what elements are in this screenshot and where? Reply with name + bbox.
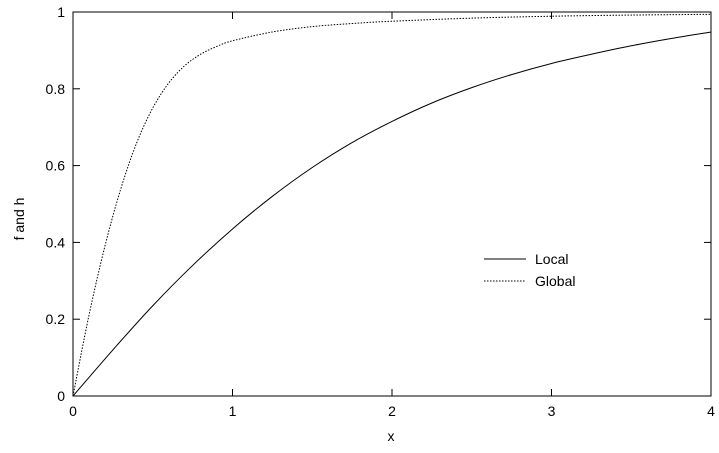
legend: Local Global <box>484 251 575 289</box>
legend-label-local: Local <box>535 251 568 267</box>
x-axis-label: x <box>388 428 395 444</box>
y-axis-label: f and h <box>11 198 27 241</box>
legend-label-global: Global <box>535 273 575 289</box>
x-tick-label: 4 <box>707 403 715 419</box>
series-layer <box>72 13 712 397</box>
y-tick-label: 0.2 <box>46 311 66 327</box>
series-line-global <box>72 13 712 397</box>
y-tick-label: 0.6 <box>46 158 66 174</box>
plot-frame <box>72 11 712 397</box>
x-tick-label: 0 <box>69 403 77 419</box>
y-tick-label: 1 <box>57 4 65 20</box>
y-tick-label: 0 <box>57 388 65 404</box>
x-tick-label: 2 <box>388 403 396 419</box>
y-tick-label: 0.4 <box>46 234 66 250</box>
x-tick-label: 3 <box>548 403 556 419</box>
axes-layer: 0 1 2 3 4 0 0.2 0.4 0.6 0.8 1 <box>46 4 716 419</box>
x-tick-label: 1 <box>229 403 237 419</box>
y-tick-label: 0.8 <box>46 81 66 97</box>
series-line-local <box>72 31 712 397</box>
